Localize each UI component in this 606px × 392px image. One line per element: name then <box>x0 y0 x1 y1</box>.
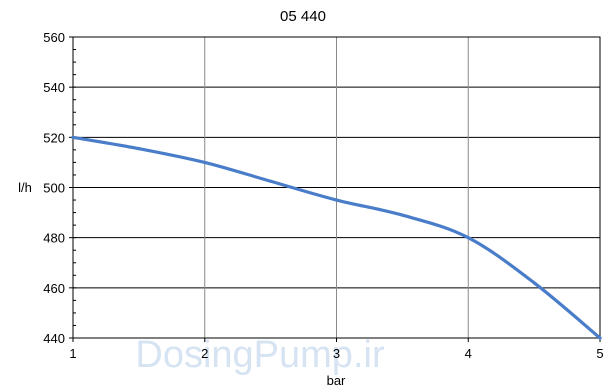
data-point <box>466 236 470 240</box>
x-axis-label: bar <box>327 373 346 388</box>
y-minor-ticks <box>69 36 76 339</box>
data-point <box>203 160 207 165</box>
y-axis-label: l/h <box>18 180 32 195</box>
x-tick-labels: 1 2 3 4 5 <box>69 346 603 361</box>
y-tick-label: 540 <box>43 80 65 95</box>
x-tick-label: 1 <box>69 346 76 361</box>
data-point <box>71 135 75 139</box>
data-point <box>532 281 536 285</box>
watermark: DosingPump.ir <box>135 334 385 376</box>
y-tick-label: 500 <box>43 181 65 196</box>
y-tick-label: 560 <box>43 30 65 45</box>
series-layer <box>71 135 602 340</box>
x-tick-label: 4 <box>465 346 472 361</box>
y-tick-label: 520 <box>43 130 65 145</box>
x-tick-label: 5 <box>596 346 603 361</box>
data-point <box>400 213 404 217</box>
x-tick-label: 3 <box>333 346 340 361</box>
y-tick-labels: 440 460 480 500 520 540 560 <box>43 30 65 346</box>
y-tick-label: 480 <box>43 231 65 246</box>
y-tick-label: 440 <box>43 331 65 346</box>
data-point <box>598 336 602 340</box>
y-tick-label: 460 <box>43 281 65 296</box>
x-tick-label: 2 <box>201 346 208 361</box>
chart-title: 05 440 <box>280 8 326 25</box>
data-point <box>269 179 273 183</box>
data-point <box>137 147 141 151</box>
data-point <box>334 198 339 202</box>
vertical-gridlines <box>204 37 469 338</box>
